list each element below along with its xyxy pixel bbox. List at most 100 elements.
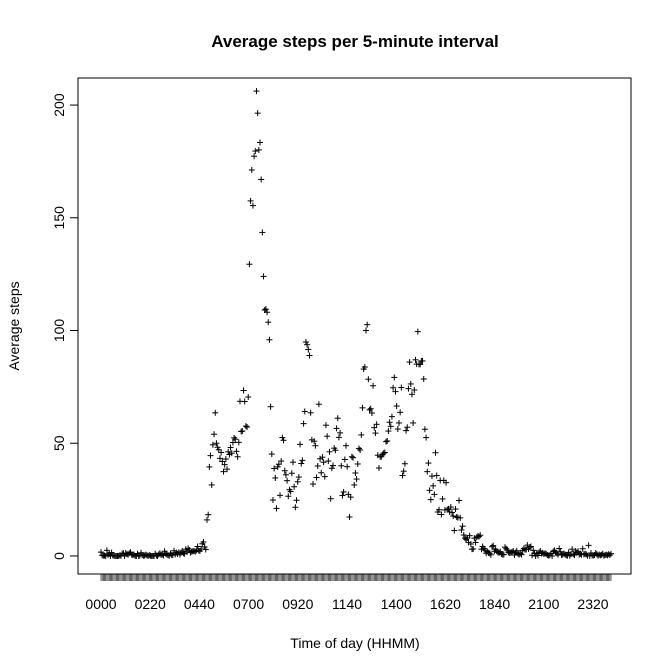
data-point	[405, 385, 412, 392]
data-point	[284, 477, 291, 484]
data-point	[297, 441, 304, 448]
data-point	[306, 352, 313, 359]
data-point	[517, 550, 524, 557]
data-point	[293, 497, 300, 504]
data-point	[259, 229, 266, 236]
data-point	[608, 550, 614, 557]
data-point	[247, 197, 254, 204]
data-point	[370, 382, 377, 389]
data-point	[490, 542, 497, 549]
data-point	[249, 202, 256, 209]
data-point	[373, 421, 380, 428]
data-point	[569, 546, 576, 553]
data-point	[257, 139, 264, 146]
data-point	[333, 425, 340, 432]
data-point	[319, 454, 326, 461]
data-point	[352, 469, 359, 476]
data-point	[433, 472, 440, 479]
data-point	[556, 545, 563, 552]
data-point	[208, 481, 215, 488]
data-point	[351, 481, 358, 488]
data-point	[211, 431, 218, 438]
y-tick-label: 150	[51, 206, 67, 230]
data-point	[271, 465, 278, 472]
data-point	[399, 472, 406, 479]
data-point	[204, 516, 211, 523]
data-point	[391, 374, 398, 381]
data-point	[282, 471, 289, 478]
data-point	[227, 444, 234, 451]
data-point	[108, 549, 115, 556]
data-point	[220, 468, 227, 475]
data-point	[341, 456, 348, 463]
data-point	[423, 434, 430, 441]
data-point	[103, 547, 110, 554]
x-tick-label: 1140	[332, 596, 362, 612]
data-point	[470, 545, 477, 552]
data-point	[380, 450, 387, 457]
x-tick-label: 0920	[282, 596, 313, 612]
data-point	[365, 376, 372, 383]
x-tick-label: 0700	[233, 596, 264, 612]
data-point	[229, 439, 236, 446]
data-point	[253, 88, 260, 95]
data-point	[268, 451, 275, 458]
data-point	[518, 551, 525, 558]
data-point	[222, 456, 229, 463]
data-point	[570, 551, 577, 558]
data-point	[274, 463, 281, 470]
data-point	[489, 543, 496, 550]
data-point	[393, 403, 400, 410]
data-point	[207, 452, 214, 459]
data-point	[460, 531, 467, 538]
data-point	[232, 436, 239, 443]
data-point	[324, 433, 331, 440]
data-point	[200, 538, 207, 545]
data-point	[367, 405, 374, 412]
data-point	[387, 423, 394, 430]
data-point	[509, 548, 516, 555]
data-point	[304, 341, 311, 348]
data-point	[234, 453, 241, 460]
data-point	[606, 552, 613, 559]
data-point	[254, 110, 261, 117]
data-point	[487, 551, 494, 558]
data-point	[417, 361, 424, 368]
data-point	[348, 453, 355, 460]
data-point	[400, 468, 407, 475]
data-point	[330, 462, 337, 469]
data-point	[392, 388, 399, 395]
y-axis: 0 50 100 150 200	[51, 93, 79, 560]
x-tick-label: 2320	[577, 596, 608, 612]
data-point	[295, 474, 302, 481]
data-point	[453, 513, 460, 520]
data-point	[233, 448, 240, 455]
data-point	[439, 495, 446, 502]
data-point	[294, 478, 301, 485]
data-point	[258, 176, 265, 183]
data-point	[407, 380, 414, 387]
data-point	[390, 384, 397, 391]
data-point	[260, 273, 267, 280]
data-point	[322, 422, 329, 429]
data-point	[350, 454, 357, 461]
data-point	[585, 542, 592, 549]
data-point	[325, 458, 332, 465]
chart-title: Average steps per 5-minute interval	[211, 32, 499, 51]
data-point	[579, 545, 586, 552]
data-point	[289, 459, 296, 466]
data-point	[312, 442, 319, 449]
data-point	[384, 437, 391, 444]
data-point	[228, 450, 235, 457]
data-point	[225, 448, 232, 455]
data-point	[456, 497, 463, 504]
data-point	[246, 261, 253, 268]
data-point	[267, 403, 274, 410]
data-point	[398, 384, 405, 391]
data-point	[301, 408, 308, 415]
data-point	[298, 460, 305, 467]
data-point	[251, 153, 258, 160]
data-point	[412, 356, 419, 363]
data-point	[287, 488, 294, 495]
data-point	[364, 321, 371, 328]
